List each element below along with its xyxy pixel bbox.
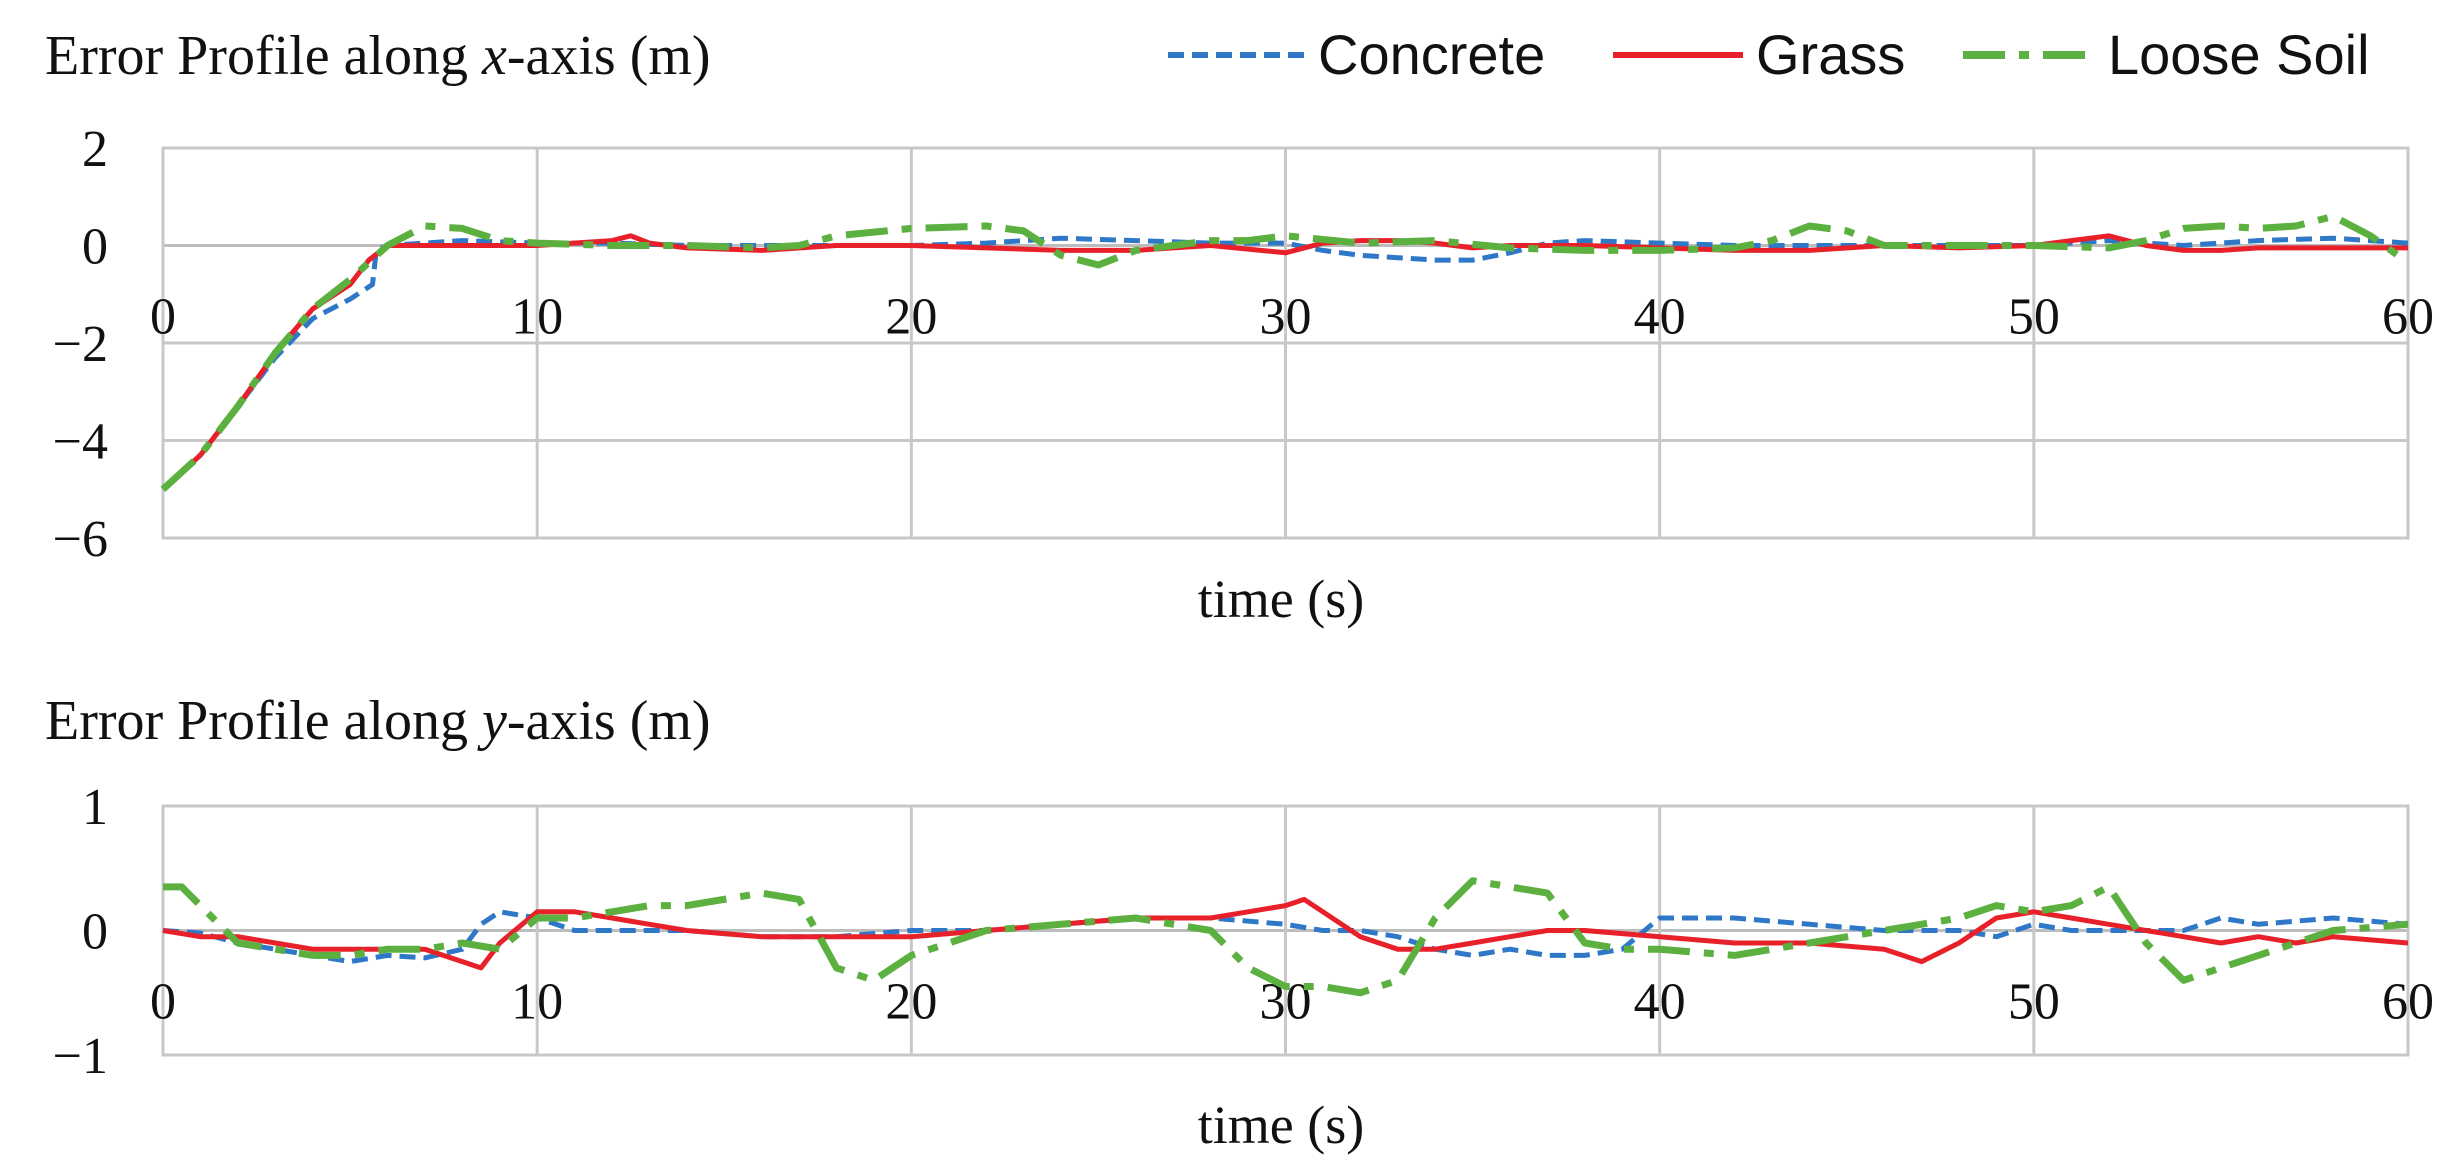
series-line-concrete [162, 909, 2409, 965]
x-tick-label: 50 [2008, 974, 2060, 1031]
x-axis-label-y: time (s) [1198, 1095, 1364, 1155]
legend-item-concrete: Concrete [1168, 23, 1545, 86]
legend-label-grass: Grass [1756, 23, 1905, 86]
series-line-loose-soil [160, 212, 2411, 492]
series-lines [162, 877, 2409, 997]
x-tick-label: 20 [885, 289, 937, 346]
chart-title-y: Error Profile along y-axis (m) [45, 690, 711, 752]
y-tick-label: 0 [82, 904, 108, 961]
y-tick-label: 1 [82, 779, 108, 836]
grid [161, 804, 2410, 1057]
x-tick-label: 60 [2382, 289, 2434, 346]
y-tick-label: −4 [53, 414, 108, 471]
legend-label-concrete: Concrete [1318, 23, 1545, 86]
y-tick-label: 2 [82, 121, 108, 178]
legend-item-loose-soil: Loose Soil [1963, 23, 2370, 86]
x-tick-label: 60 [2382, 974, 2434, 1031]
y-tick-label: −6 [53, 511, 108, 568]
y-tick-label: 0 [82, 219, 108, 276]
y-tick-label: −1 [53, 1028, 108, 1085]
y-error-chart: Error Profile along y-axis (m) time (s) … [45, 690, 2434, 1155]
x-tick-label: 30 [1260, 289, 1312, 346]
y-axis: 2 0 −2 −4 −6 [53, 121, 108, 568]
x-tick-label: 20 [885, 974, 937, 1031]
x-tick-label: 30 [1260, 974, 1312, 1031]
x-tick-label: 0 [150, 974, 176, 1031]
legend-label-loose-soil: Loose Soil [2108, 23, 2370, 86]
x-axis: 0 10 20 30 40 50 60 [150, 289, 2434, 346]
y-tick-label: −2 [53, 316, 108, 373]
x-tick-label: 50 [2008, 289, 2060, 346]
y-axis: 1 0 −1 [53, 779, 108, 1085]
x-tick-label: 0 [150, 289, 176, 346]
chart-title-x: Error Profile along x-axis (m) [45, 25, 711, 87]
x-tick-label: 40 [1634, 974, 1686, 1031]
legend: Concrete Grass Loose Soil [1168, 23, 2370, 86]
x-axis-label-x: time (s) [1198, 569, 1364, 629]
x-tick-label: 40 [1634, 289, 1686, 346]
x-tick-label: 10 [511, 974, 563, 1031]
x-tick-label: 10 [511, 289, 563, 346]
x-axis: 0 10 20 30 40 50 60 [150, 974, 2434, 1031]
legend-item-grass: Grass [1613, 23, 1905, 86]
series-lines [160, 212, 2411, 492]
x-error-chart: Error Profile along x-axis (m) time (s) … [45, 25, 2434, 629]
